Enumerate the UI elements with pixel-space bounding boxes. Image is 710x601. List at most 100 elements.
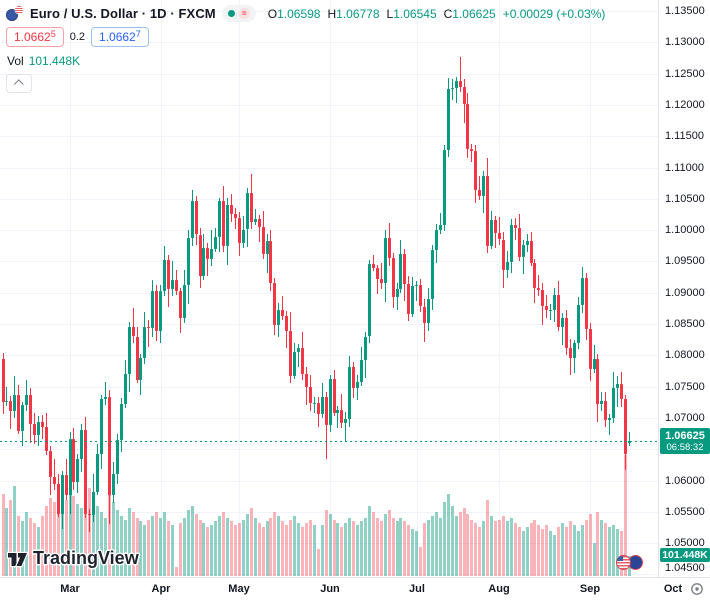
month-labels: Mar Apr May Jun Jul Aug Sep Oct [0, 578, 682, 601]
candle-wick [345, 411, 347, 442]
candle-body [501, 239, 505, 270]
candle-body [442, 150, 446, 226]
candle-wick [89, 508, 91, 533]
volume-bar [218, 515, 222, 576]
candle-body [123, 374, 127, 405]
volume-bar [40, 515, 44, 576]
candle-body [37, 421, 40, 436]
candle-body [411, 286, 415, 314]
candle-body [340, 409, 344, 423]
candle-wick [132, 308, 134, 344]
candle-wick [254, 209, 256, 225]
volume-label: Vol [7, 54, 24, 68]
candle-body [29, 395, 33, 425]
volume-bar [9, 499, 13, 576]
candle-body [576, 304, 580, 344]
candle-body [198, 234, 202, 276]
volume-bar [123, 519, 127, 577]
volume-bar [316, 548, 320, 576]
volume-bar [600, 519, 604, 577]
candle-body [265, 241, 269, 254]
candle-body [237, 218, 241, 244]
candle-body [580, 278, 584, 305]
candle-body [549, 309, 553, 311]
volume-bar [21, 521, 25, 576]
volume-bar [624, 455, 627, 576]
volume-bar [616, 529, 620, 576]
tradingview-watermark[interactable]: TradingView [7, 548, 139, 569]
open-label: O [267, 6, 278, 21]
volume-bar [237, 523, 241, 576]
volume-bar [147, 519, 151, 577]
tradingview-logo-icon [7, 551, 28, 567]
volume-bar [277, 515, 281, 576]
candle-wick [325, 391, 327, 459]
time-axis[interactable]: Mar Apr May Jun Jul Aug Sep Oct [0, 577, 710, 601]
candle-wick [26, 379, 28, 411]
candle-body [336, 409, 340, 413]
candle-body [167, 259, 170, 289]
candle-body [226, 205, 230, 247]
candle-body [474, 151, 478, 190]
volume-bar [399, 517, 403, 576]
volume-bar [423, 523, 427, 576]
low-label: L [386, 6, 394, 21]
high-value: 1.06778 [336, 6, 380, 21]
volume-bar [143, 525, 147, 576]
timezone-settings-gear-icon[interactable] [689, 581, 705, 597]
volume-bar [190, 505, 194, 576]
watermark-brand: TradingView [33, 548, 139, 568]
symbol-title[interactable]: Euro / U.S. Dollar · 1D · FXCM [30, 6, 216, 21]
candle-body [68, 439, 72, 495]
candle-body [454, 80, 458, 88]
candle-body [131, 327, 135, 337]
volume-bar [328, 513, 332, 576]
candle-body [537, 288, 541, 291]
candle-wick [562, 312, 563, 345]
volume-bar [60, 492, 64, 576]
volume-bar [379, 521, 383, 576]
candle-body [269, 241, 273, 284]
candle-body [281, 309, 285, 316]
candle-body [367, 263, 371, 337]
buy-ask-button[interactable]: 1.06627 [91, 27, 149, 47]
candle-body [285, 315, 289, 331]
candle-body [25, 395, 29, 406]
volume-bar [486, 499, 490, 576]
volume-bar [588, 513, 592, 576]
candle-wick [258, 215, 260, 242]
market-status-pill[interactable]: = [221, 5, 256, 22]
volume-bar [501, 515, 505, 576]
candle-body [143, 327, 147, 358]
grid-line-h [0, 198, 658, 200]
candle-body [293, 352, 297, 376]
volume-bar [364, 517, 367, 576]
volume-bar [131, 511, 135, 576]
volume-bar [383, 513, 387, 576]
candle-body [541, 290, 545, 306]
grid-line-h [0, 574, 658, 576]
volume-bar [458, 511, 462, 576]
candle-body [387, 237, 391, 259]
volume-bar [367, 505, 371, 576]
volume-bar [281, 521, 285, 576]
volume-bar [25, 511, 29, 576]
sell-bid-button[interactable]: 1.06625 [6, 27, 64, 47]
price-axis[interactable]: 1.06625 06:58:32 101.448K 1.13500 1.13000… [658, 0, 710, 577]
candle-wick [337, 406, 339, 428]
price-axis-label: 1.07500 [665, 380, 705, 393]
grid-line-h [0, 292, 658, 294]
grid-line-h [0, 324, 658, 325]
volume-bar [438, 517, 442, 576]
candle-body [427, 299, 430, 323]
candle-body [328, 379, 332, 425]
price-axis-label: 1.08500 [665, 318, 705, 330]
chart-plot-area[interactable]: Euro / U.S. Dollar · 1D · FXCM = O1.0659… [0, 0, 658, 577]
volume-bar [273, 511, 277, 576]
last-price-badge: 1.06625 06:58:32 [660, 428, 710, 454]
candle-body [604, 401, 608, 420]
volume-bar [320, 525, 324, 576]
candle-body [344, 419, 348, 423]
collapse-pane-button[interactable] [6, 74, 32, 93]
candle-body [446, 88, 450, 150]
